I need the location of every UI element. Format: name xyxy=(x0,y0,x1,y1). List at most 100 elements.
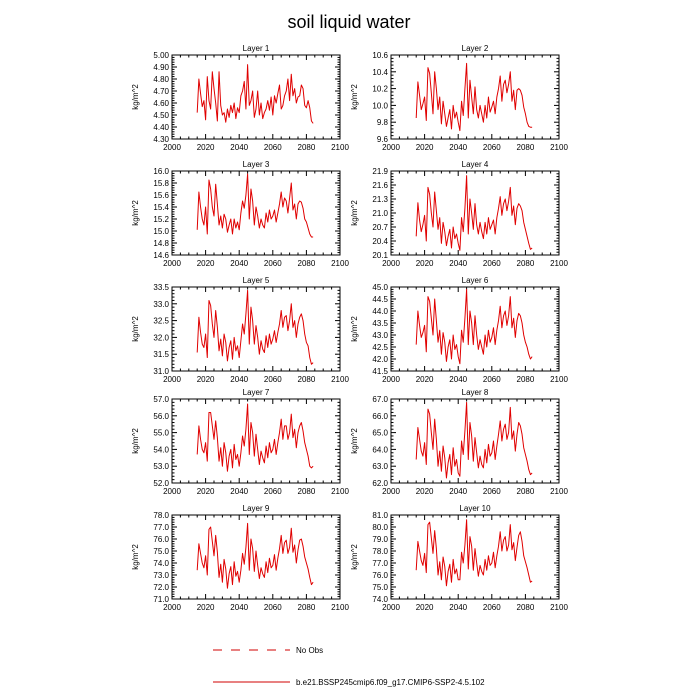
y-tick-label: 72.0 xyxy=(153,583,169,592)
x-tick-label: 2080 xyxy=(298,603,316,612)
x-tick-label: 2020 xyxy=(416,375,434,384)
figure-title: soil liquid water xyxy=(287,12,410,32)
y-tick-label: 21.0 xyxy=(372,209,388,218)
y-tick-label: 77.0 xyxy=(372,559,388,568)
x-tick-label: 2080 xyxy=(298,143,316,152)
y-tick-label: 55.0 xyxy=(153,429,169,438)
y-tick-label: 80.0 xyxy=(372,523,388,532)
series-line xyxy=(415,62,533,132)
series-line xyxy=(196,64,314,124)
plot-frame xyxy=(390,286,560,372)
x-tick-label: 2100 xyxy=(550,603,568,612)
x-tick-label: 2100 xyxy=(550,143,568,152)
plot-frame xyxy=(390,514,560,600)
y-tick-label: 75.0 xyxy=(372,583,388,592)
x-tick-label: 2020 xyxy=(197,375,215,384)
y-tick-label: 54.0 xyxy=(153,445,169,454)
y-tick-label: 63.0 xyxy=(372,462,388,471)
y-tick-label: 33.5 xyxy=(153,283,169,292)
y-tick-label: 71.0 xyxy=(153,595,169,604)
y-tick-label: 81.0 xyxy=(372,511,388,520)
y-tick-label: 15.8 xyxy=(153,179,169,188)
x-tick-label: 2060 xyxy=(483,143,501,152)
y-tick-label: 75.0 xyxy=(153,547,169,556)
x-tick-label: 2100 xyxy=(331,259,349,268)
panel-layer-1: Layer 1 kg/m^2 2000 2020 2040 2060 2080 2100 4.3… xyxy=(131,44,349,152)
x-tick-label: 2060 xyxy=(483,259,501,268)
legend-label-model-run: b.e21.BSSP245cmip6.f09_g17.CMIP6-SSP2-4.… xyxy=(296,678,485,687)
panel-title: Layer 1 xyxy=(243,44,270,53)
x-tick-label: 2080 xyxy=(517,143,535,152)
plot-frame xyxy=(171,54,341,140)
panel-title: Layer 5 xyxy=(243,276,270,285)
y-tick-label: 52.0 xyxy=(153,479,169,488)
panel-title: Layer 3 xyxy=(243,160,270,169)
plot-frame xyxy=(171,170,341,256)
panel-layer-8: Layer 8 kg/m^2 2000 2020 2040 2060 2080 2100 62.… xyxy=(350,388,568,496)
x-tick-label: 2060 xyxy=(483,375,501,384)
panel-layer-7: Layer 7 kg/m^2 2000 2020 2040 2060 2080 2100 52.… xyxy=(131,388,349,496)
x-tick-label: 2080 xyxy=(517,603,535,612)
y-tick-label: 78.0 xyxy=(372,547,388,556)
x-tick-label: 2000 xyxy=(163,259,181,268)
plot-frame xyxy=(390,170,560,256)
panel-title: Layer 4 xyxy=(462,160,489,169)
x-tick-label: 2060 xyxy=(264,143,282,152)
y-tick-label: 15.2 xyxy=(153,215,169,224)
y-axis-label: kg/m^2 xyxy=(350,200,359,226)
panel-grid: Layer 1 kg/m^2 2000 2020 2040 2060 2080 2100 4.3… xyxy=(131,44,568,612)
panel-title: Layer 10 xyxy=(459,504,491,513)
x-tick-label: 2020 xyxy=(197,143,215,152)
x-tick-label: 2080 xyxy=(517,259,535,268)
y-tick-label: 16.0 xyxy=(153,167,169,176)
y-tick-label: 56.0 xyxy=(153,412,169,421)
x-tick-label: 2100 xyxy=(331,143,349,152)
x-tick-label: 2080 xyxy=(517,487,535,496)
y-tick-label: 32.5 xyxy=(153,317,169,326)
panel-title: Layer 9 xyxy=(243,504,270,513)
panel-title: Layer 6 xyxy=(462,276,489,285)
y-tick-label: 4.60 xyxy=(153,99,169,108)
x-tick-label: 2000 xyxy=(163,375,181,384)
series-line xyxy=(415,175,533,251)
x-tick-label: 2040 xyxy=(230,259,248,268)
y-tick-label: 4.30 xyxy=(153,135,169,144)
y-tick-label: 20.1 xyxy=(372,251,388,260)
y-axis-label: kg/m^2 xyxy=(350,316,359,342)
y-tick-label: 67.0 xyxy=(372,395,388,404)
x-tick-label: 2020 xyxy=(197,259,215,268)
y-tick-label: 31.5 xyxy=(153,350,169,359)
series-line xyxy=(196,522,314,589)
x-tick-label: 2080 xyxy=(517,375,535,384)
panel-title: Layer 8 xyxy=(462,388,489,397)
x-tick-label: 2040 xyxy=(449,375,467,384)
y-tick-label: 43.0 xyxy=(372,331,388,340)
y-tick-label: 41.5 xyxy=(372,367,388,376)
y-tick-label: 31.0 xyxy=(153,367,169,376)
legend: No Obs b.e21.BSSP245cmip6.f09_g17.CMIP6-… xyxy=(213,646,485,687)
x-tick-label: 2040 xyxy=(449,487,467,496)
x-tick-label: 2020 xyxy=(416,259,434,268)
y-tick-label: 53.0 xyxy=(153,462,169,471)
y-tick-label: 4.80 xyxy=(153,75,169,84)
series-line xyxy=(196,173,314,238)
x-tick-label: 2060 xyxy=(264,487,282,496)
y-tick-label: 62.0 xyxy=(372,479,388,488)
y-tick-label: 74.0 xyxy=(153,559,169,568)
x-tick-label: 2000 xyxy=(382,143,400,152)
legend-label-no-obs: No Obs xyxy=(296,646,323,655)
x-tick-label: 2040 xyxy=(230,487,248,496)
y-tick-label: 64.0 xyxy=(372,445,388,454)
y-tick-label: 4.90 xyxy=(153,63,169,72)
x-tick-label: 2100 xyxy=(331,603,349,612)
y-tick-label: 4.70 xyxy=(153,87,169,96)
x-tick-label: 2020 xyxy=(197,487,215,496)
y-tick-label: 4.40 xyxy=(153,123,169,132)
panel-layer-10: Layer 10 kg/m^2 2000 2020 2040 2060 2080 2100 74… xyxy=(350,504,568,612)
y-tick-label: 10.2 xyxy=(372,85,388,94)
y-tick-label: 78.0 xyxy=(153,511,169,520)
panel-layer-2: Layer 2 kg/m^2 2000 2020 2040 2060 2080 2100 9.6… xyxy=(350,44,568,152)
x-tick-label: 2040 xyxy=(230,375,248,384)
y-axis-label: kg/m^2 xyxy=(131,200,140,226)
y-tick-label: 77.0 xyxy=(153,523,169,532)
